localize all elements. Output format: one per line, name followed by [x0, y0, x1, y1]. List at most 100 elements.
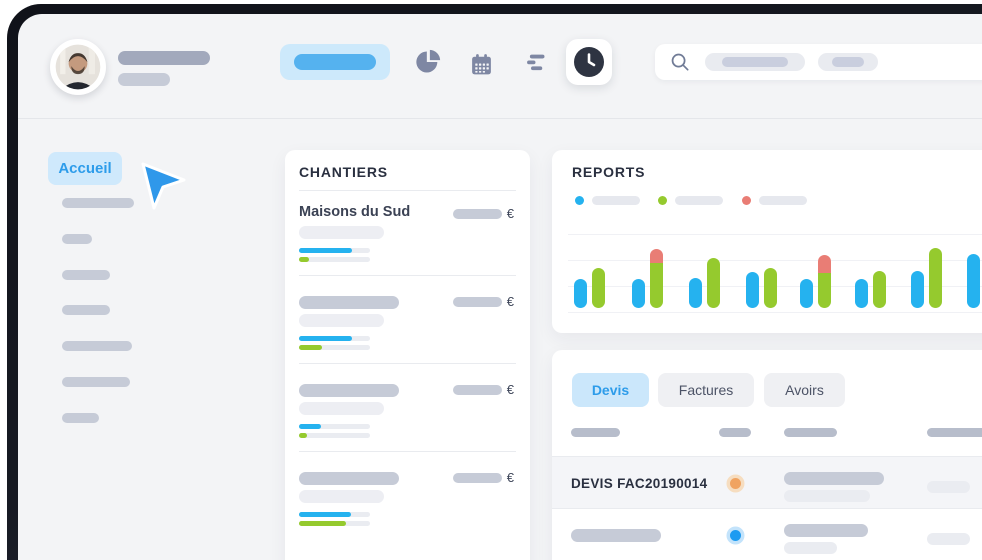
bar-green-segment [873, 271, 886, 308]
bar-blue [967, 254, 980, 308]
currency-label: € [506, 382, 514, 397]
bar-blue [911, 271, 924, 308]
bar-green-segment [764, 268, 777, 308]
legend-dot-green-series [658, 196, 667, 205]
progress-track-blue [299, 424, 370, 429]
calendar-glyph [471, 53, 491, 74]
reference-placeholder [571, 529, 661, 542]
currency-label: € [506, 206, 514, 221]
bar-green-segment [650, 263, 663, 308]
chantier-list-item[interactable]: € [299, 460, 516, 548]
chantier-subtitle-placeholder [299, 226, 384, 239]
legend-label-placeholder [675, 196, 723, 205]
chantier-list-item[interactable]: € [299, 284, 516, 372]
search-placeholder-pill [705, 53, 805, 71]
bar-green-segment [818, 273, 831, 308]
pie-chart-icon[interactable] [411, 45, 445, 79]
bar-chart [552, 150, 982, 308]
bar-green-segment [929, 248, 942, 308]
bar-blue [746, 272, 759, 308]
reports-card: REPORTS [552, 150, 982, 333]
progress-fill-green [299, 345, 322, 350]
progress-track-green [299, 257, 370, 262]
chantier-subtitle-placeholder [299, 490, 384, 503]
pie-chart-glyph [416, 49, 441, 73]
search-placeholder-pill-inner [832, 57, 864, 67]
tab-avoirs[interactable]: Avoirs [764, 373, 845, 407]
sidebar-item-placeholder[interactable] [62, 412, 99, 423]
bar-red-segment [818, 255, 831, 273]
progress-fill-green [299, 433, 307, 438]
bar-green-stack [707, 258, 720, 308]
bar-green-segment [707, 258, 720, 308]
legend-label-placeholder [759, 196, 807, 205]
status-dot-blue [730, 530, 741, 541]
tab-factures[interactable]: Factures [658, 373, 754, 407]
clock-glyph [574, 47, 604, 77]
table-header-placeholder [571, 428, 620, 437]
chantier-subtitle-placeholder [299, 402, 384, 415]
legend-dot-red-series [742, 196, 751, 205]
progress-track-blue [299, 512, 370, 517]
status-dot-orange [730, 478, 741, 489]
chantier-name-placeholder [299, 384, 399, 397]
progress-track-green [299, 433, 370, 438]
chantier-list-item[interactable]: € [299, 372, 516, 460]
amount-placeholder [453, 297, 502, 307]
legend-label-placeholder [592, 196, 640, 205]
sidebar-item-placeholder[interactable] [62, 377, 130, 387]
app-window: Accueil CHANTIERS Maisons du Sud € € € € REP… [18, 14, 982, 560]
header-divider [18, 118, 982, 119]
user-photo [55, 44, 101, 90]
amount-placeholder [927, 533, 970, 545]
divider [299, 451, 516, 452]
bar-green-stack [873, 271, 886, 308]
search-placeholder-pill [818, 53, 878, 71]
tab-devis[interactable]: Devis [572, 373, 649, 407]
sidebar-item-placeholder[interactable] [62, 198, 134, 208]
bar-blue [800, 279, 813, 308]
progress-fill-blue [299, 336, 353, 341]
cursor-icon [141, 162, 186, 210]
sidebar-item-placeholder[interactable] [62, 269, 110, 280]
user-avatar[interactable] [50, 39, 106, 95]
table-header-placeholder [927, 428, 982, 437]
progress-fill-green [299, 257, 309, 262]
calendar-icon[interactable] [464, 47, 498, 81]
bar-red-segment [650, 249, 663, 263]
currency-label: € [506, 470, 514, 485]
table-header-placeholder [719, 428, 751, 437]
clock-icon[interactable] [566, 39, 612, 85]
bar-blue [632, 279, 645, 308]
reports-title: REPORTS [572, 164, 646, 180]
chantier-subtitle-placeholder [299, 314, 384, 327]
detail-bar-primary [784, 524, 868, 537]
progress-fill-blue [299, 248, 353, 253]
currency-label: € [506, 294, 514, 309]
sidebar-item-placeholder[interactable] [62, 305, 110, 316]
active-nav-pill[interactable] [280, 44, 390, 80]
amount-placeholder [453, 209, 502, 219]
amount-placeholder [453, 385, 502, 395]
amount-placeholder [453, 473, 502, 483]
sidebar-item-placeholder[interactable] [62, 341, 132, 352]
bar-green-stack [650, 249, 663, 308]
chantier-name-placeholder [299, 472, 399, 485]
sidebar-item-placeholder[interactable] [62, 233, 92, 244]
divider [299, 275, 516, 276]
sidebar-item-accueil[interactable]: Accueil [48, 152, 122, 185]
bar-blue [574, 279, 587, 308]
chart-gridline [568, 260, 982, 261]
table-row[interactable]: DEVIS FAC20190014 [552, 456, 982, 509]
detail-bar-secondary [784, 490, 870, 502]
bar-green-stack [818, 255, 831, 308]
gantt-icon[interactable] [518, 45, 552, 79]
bar-blue [689, 278, 702, 308]
search-input[interactable] [655, 44, 982, 80]
chantier-list-item[interactable]: Maisons du Sud € [299, 196, 516, 284]
divider [299, 363, 516, 364]
bar-green-stack [929, 248, 942, 308]
table-row[interactable] [552, 508, 982, 560]
documents-card: Devis Factures Avoirs DEVIS FAC20190014 [552, 350, 982, 560]
